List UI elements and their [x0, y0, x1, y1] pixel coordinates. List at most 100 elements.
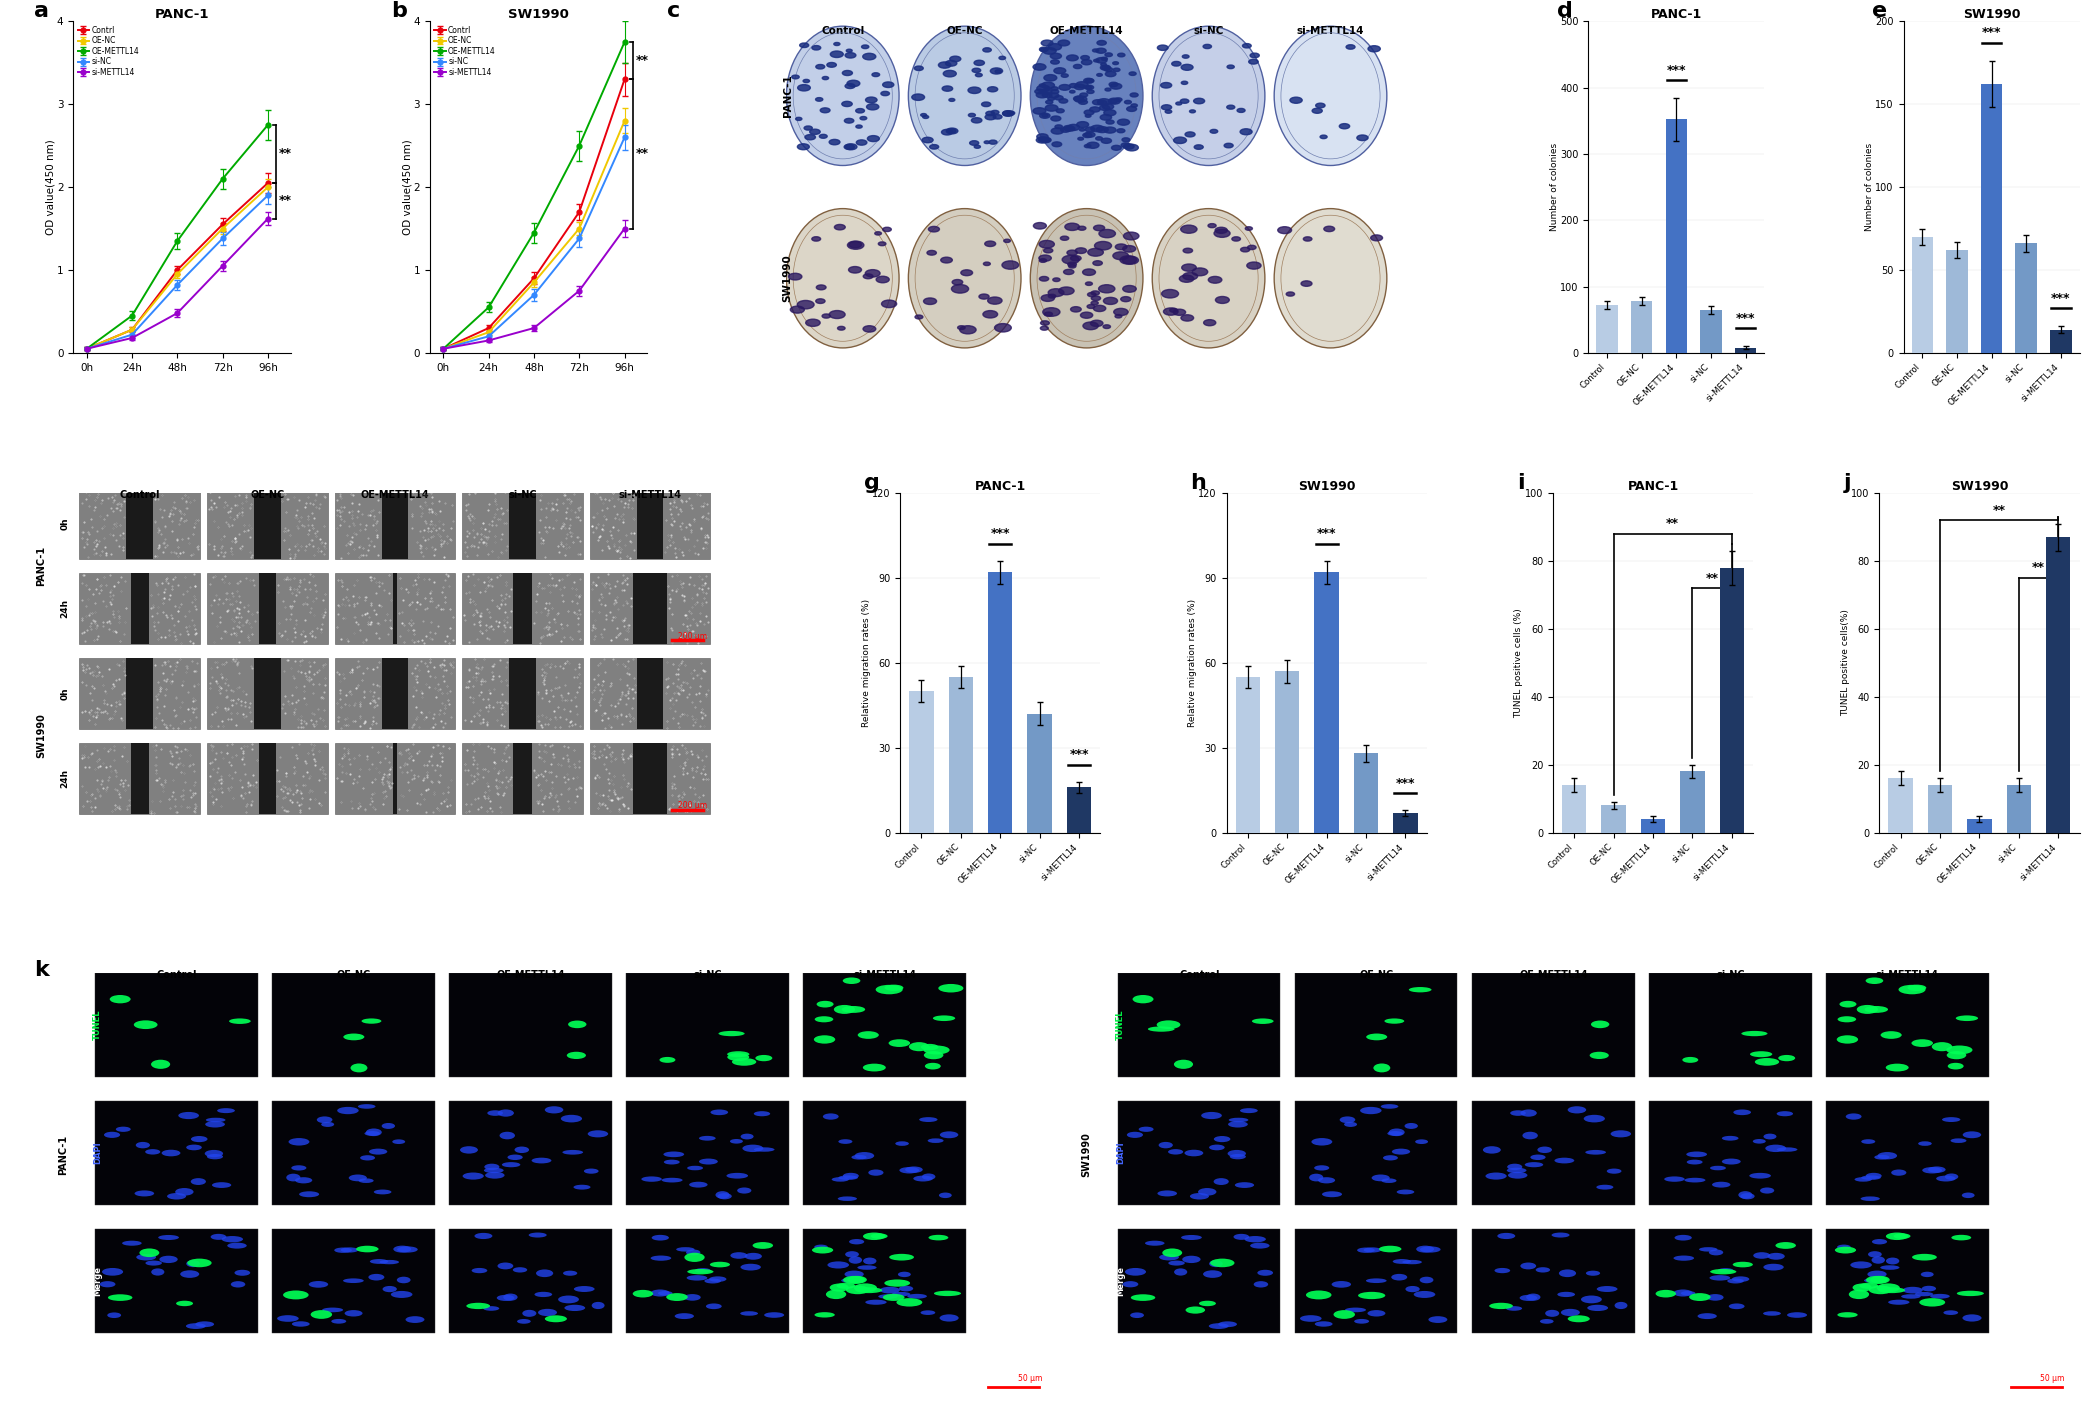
Circle shape: [867, 103, 878, 110]
Ellipse shape: [497, 1263, 514, 1270]
Circle shape: [1091, 291, 1099, 296]
Ellipse shape: [1185, 1307, 1206, 1314]
Circle shape: [1118, 119, 1129, 126]
Circle shape: [1066, 250, 1076, 256]
Text: SW1990: SW1990: [38, 713, 46, 758]
FancyBboxPatch shape: [79, 658, 201, 730]
Ellipse shape: [1367, 1311, 1386, 1316]
Circle shape: [911, 93, 924, 100]
Ellipse shape: [1388, 1128, 1404, 1135]
Circle shape: [1313, 109, 1323, 113]
Circle shape: [1049, 294, 1055, 298]
Text: 0h: 0h: [61, 518, 69, 530]
Ellipse shape: [485, 1172, 504, 1179]
Circle shape: [943, 71, 957, 76]
Ellipse shape: [660, 1056, 675, 1063]
Ellipse shape: [1845, 1113, 1862, 1120]
Ellipse shape: [913, 1175, 932, 1182]
Circle shape: [1051, 59, 1060, 64]
Ellipse shape: [115, 1127, 132, 1131]
Circle shape: [922, 116, 928, 119]
Circle shape: [1241, 247, 1250, 252]
Circle shape: [1227, 105, 1235, 109]
Text: si-NC: si-NC: [508, 489, 537, 499]
Bar: [1680, 772, 1705, 833]
Ellipse shape: [504, 1294, 518, 1301]
Text: si-METTL14: si-METTL14: [619, 489, 681, 499]
Ellipse shape: [134, 1021, 157, 1029]
Ellipse shape: [217, 1109, 234, 1113]
Circle shape: [1170, 308, 1177, 312]
Circle shape: [993, 115, 1001, 119]
Ellipse shape: [522, 1309, 537, 1316]
Circle shape: [1346, 45, 1354, 49]
Circle shape: [1060, 236, 1068, 240]
Ellipse shape: [729, 1140, 742, 1144]
Ellipse shape: [485, 1164, 500, 1171]
Ellipse shape: [1597, 1185, 1613, 1189]
Ellipse shape: [1175, 1059, 1193, 1069]
Ellipse shape: [642, 1176, 663, 1182]
Circle shape: [838, 327, 844, 329]
Circle shape: [1039, 47, 1049, 51]
Circle shape: [989, 140, 997, 144]
Ellipse shape: [1204, 1270, 1223, 1278]
Bar: [259, 573, 276, 643]
Circle shape: [1087, 249, 1104, 256]
Circle shape: [1064, 126, 1074, 132]
Ellipse shape: [1250, 1243, 1269, 1249]
Ellipse shape: [1931, 1294, 1950, 1298]
Ellipse shape: [397, 1246, 418, 1253]
Bar: [1889, 778, 1912, 833]
Ellipse shape: [1208, 1324, 1229, 1329]
Text: si-METTL14: si-METTL14: [853, 970, 915, 980]
Ellipse shape: [740, 1311, 759, 1316]
Ellipse shape: [1756, 1058, 1779, 1066]
Ellipse shape: [1728, 1304, 1745, 1309]
Bar: [1967, 819, 1992, 833]
Ellipse shape: [1779, 1055, 1795, 1062]
Circle shape: [1037, 85, 1049, 92]
Ellipse shape: [855, 1287, 882, 1294]
Ellipse shape: [1948, 1063, 1965, 1069]
Ellipse shape: [1229, 1154, 1246, 1159]
Circle shape: [922, 137, 932, 143]
Ellipse shape: [740, 1264, 761, 1271]
Ellipse shape: [1776, 1111, 1793, 1116]
Circle shape: [1179, 276, 1193, 283]
Circle shape: [1051, 141, 1062, 147]
Text: OE-NC: OE-NC: [947, 27, 982, 37]
Ellipse shape: [711, 1110, 727, 1116]
Circle shape: [846, 81, 859, 86]
Ellipse shape: [1768, 1253, 1785, 1260]
Ellipse shape: [1891, 1169, 1906, 1175]
Ellipse shape: [1522, 1131, 1538, 1140]
Ellipse shape: [1367, 1034, 1388, 1041]
Circle shape: [863, 274, 874, 279]
Circle shape: [1127, 106, 1137, 112]
Ellipse shape: [1881, 1266, 1900, 1270]
Legend: Contrl, OE-NC, OE-METTL14, si-NC, si-METTL14: Contrl, OE-NC, OE-METTL14, si-NC, si-MET…: [433, 25, 497, 78]
Ellipse shape: [1866, 1172, 1881, 1179]
Ellipse shape: [786, 209, 899, 348]
FancyBboxPatch shape: [803, 1100, 966, 1205]
Circle shape: [863, 325, 876, 332]
Ellipse shape: [1545, 1309, 1559, 1316]
Ellipse shape: [752, 1241, 773, 1249]
Ellipse shape: [732, 1058, 757, 1066]
Circle shape: [1120, 143, 1131, 147]
Ellipse shape: [485, 1168, 504, 1174]
Circle shape: [1041, 321, 1049, 325]
Ellipse shape: [1315, 1165, 1329, 1171]
Circle shape: [1032, 64, 1045, 71]
Circle shape: [1239, 129, 1252, 134]
Circle shape: [1078, 100, 1087, 105]
Circle shape: [821, 76, 828, 79]
Ellipse shape: [150, 1268, 165, 1275]
Bar: [637, 658, 663, 730]
FancyBboxPatch shape: [589, 742, 711, 814]
Ellipse shape: [562, 1150, 583, 1155]
Bar: [989, 573, 1012, 833]
Ellipse shape: [1674, 1290, 1693, 1297]
Circle shape: [1039, 240, 1053, 247]
